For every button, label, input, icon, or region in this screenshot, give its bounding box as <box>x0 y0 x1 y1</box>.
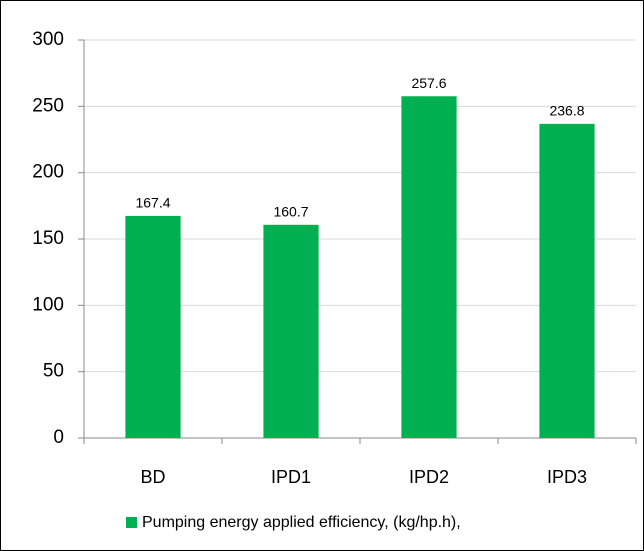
y-tick-label: 150 <box>32 228 64 249</box>
y-tick-label: 0 <box>53 427 64 448</box>
y-tick-label: 100 <box>32 294 64 315</box>
data-label: 167.4 <box>135 195 170 211</box>
bar <box>125 215 181 438</box>
y-tick-label: 300 <box>32 29 64 50</box>
y-tick-label: 200 <box>32 162 64 183</box>
data-label: 257.6 <box>411 75 446 91</box>
bar <box>263 224 319 438</box>
x-tick-label: BD <box>140 467 165 487</box>
bar <box>401 96 457 438</box>
y-tick-label: 50 <box>43 361 64 382</box>
data-label: 160.7 <box>273 204 308 220</box>
y-tick-label: 250 <box>32 95 64 116</box>
legend-swatch <box>126 517 137 528</box>
data-label: 236.8 <box>549 103 584 119</box>
legend-label: Pumping energy applied efficiency, (kg/h… <box>142 514 461 531</box>
bar <box>539 123 595 438</box>
x-tick-label: IPD3 <box>547 467 587 487</box>
x-tick-label: IPD1 <box>271 467 311 487</box>
x-tick-label: IPD2 <box>409 467 449 487</box>
